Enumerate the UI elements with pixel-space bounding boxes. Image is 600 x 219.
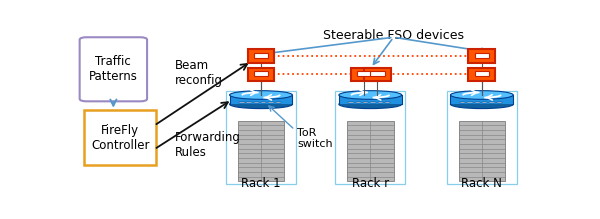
Bar (261, 102, 266, 103)
Bar (482, 102, 487, 103)
FancyBboxPatch shape (351, 67, 378, 81)
Text: ToR
switch: ToR switch (297, 128, 333, 149)
Bar (254, 102, 259, 103)
FancyBboxPatch shape (469, 49, 496, 63)
Text: Traffic
Patterns: Traffic Patterns (89, 55, 138, 83)
Bar (451, 95, 513, 104)
Ellipse shape (230, 100, 292, 109)
Text: FireFly
Controller: FireFly Controller (91, 124, 149, 152)
FancyBboxPatch shape (248, 67, 274, 81)
Bar (489, 102, 494, 103)
Bar (460, 102, 466, 103)
Bar (497, 102, 502, 103)
Ellipse shape (451, 100, 513, 109)
Ellipse shape (230, 91, 292, 99)
Bar (254, 53, 268, 58)
FancyBboxPatch shape (84, 110, 157, 165)
Bar (357, 71, 371, 76)
Ellipse shape (339, 91, 401, 99)
Bar (385, 102, 391, 103)
Ellipse shape (451, 91, 513, 99)
FancyBboxPatch shape (248, 49, 274, 63)
Bar (268, 102, 274, 103)
Text: Steerable FSO devices: Steerable FSO devices (323, 29, 464, 42)
Bar (349, 102, 354, 103)
Bar (370, 71, 385, 76)
Bar (377, 102, 383, 103)
Bar (475, 71, 489, 76)
Bar (339, 95, 401, 104)
Text: Beam
reconfig: Beam reconfig (175, 60, 223, 88)
FancyBboxPatch shape (364, 67, 391, 81)
Ellipse shape (339, 100, 401, 109)
Bar (247, 102, 252, 103)
Bar (458, 121, 505, 181)
Bar (363, 102, 368, 103)
FancyBboxPatch shape (80, 37, 147, 101)
Bar (475, 53, 489, 58)
FancyBboxPatch shape (469, 67, 496, 81)
Bar (467, 102, 473, 103)
Bar (475, 102, 480, 103)
Bar (254, 71, 268, 76)
Bar (230, 95, 292, 104)
Text: Rack N: Rack N (461, 177, 502, 190)
Bar (238, 121, 284, 181)
Bar (275, 102, 281, 103)
Bar (356, 102, 361, 103)
Bar (239, 102, 245, 103)
Bar (347, 121, 394, 181)
Text: Rack r: Rack r (352, 177, 389, 190)
Bar (370, 102, 376, 103)
Text: Forwarding
Rules: Forwarding Rules (175, 131, 241, 159)
Text: Rack 1: Rack 1 (241, 177, 281, 190)
